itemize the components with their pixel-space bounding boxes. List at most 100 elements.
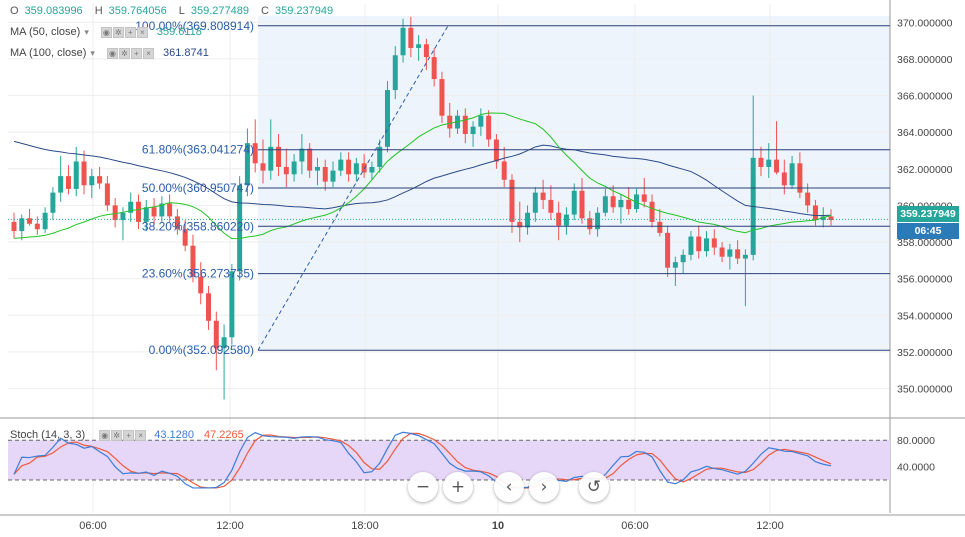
price-axis-tick: 370.000000 — [897, 17, 953, 29]
candle-body — [174, 216, 180, 230]
ohlc-low-key: L — [178, 5, 185, 17]
candle — [462, 108, 468, 144]
stoch-k-line — [13, 431, 832, 489]
candle-body — [602, 196, 608, 213]
candle-body — [361, 163, 367, 173]
candle — [789, 155, 795, 189]
candle-body — [696, 236, 702, 252]
scroll-left-button[interactable]: ‹ — [494, 472, 524, 502]
candle-body — [346, 159, 352, 175]
candle-body — [618, 199, 624, 208]
candle — [439, 71, 445, 124]
ohlc-open-value: 359.083996 — [24, 5, 83, 17]
ohlc-legend: O 359.083996 H 359.764056 L 359.277489 C 359… — [10, 5, 335, 17]
fib-level-label: 50.00%(360.950747) — [142, 181, 254, 195]
close-icon[interactable]: × — [136, 27, 148, 38]
candle — [307, 143, 313, 178]
candle-body — [781, 172, 787, 186]
reset-chart-button[interactable]: ↺ — [579, 472, 609, 502]
ohlc-low-value: 359.277489 — [190, 5, 250, 17]
candle-body — [493, 139, 499, 162]
candle-body — [665, 232, 671, 268]
candle-body — [742, 254, 748, 259]
scroll-right-button[interactable]: › — [529, 472, 559, 502]
eye-icon[interactable]: ◉ — [99, 430, 111, 441]
candle — [781, 159, 787, 195]
ohlc-close-key: C — [261, 5, 269, 17]
candle — [571, 183, 577, 221]
candle — [423, 38, 429, 70]
candle-body — [167, 203, 173, 217]
candle — [213, 311, 219, 371]
candle — [408, 16, 414, 58]
candle-body — [408, 27, 414, 48]
candle — [229, 264, 235, 345]
close-icon[interactable]: × — [135, 430, 147, 441]
candle-body — [727, 249, 733, 257]
candle — [19, 214, 25, 241]
candle — [392, 46, 398, 100]
candle-body — [766, 159, 772, 167]
fib-level-label: 38.20%(358.860220) — [142, 219, 254, 233]
stoch-axis-tick: 40.0000 — [897, 462, 935, 474]
candle-body — [338, 159, 344, 171]
candle-body — [283, 166, 289, 175]
candle-body — [439, 79, 445, 116]
fib-level-label: 100.00%(369.808914) — [135, 19, 254, 33]
candle — [384, 80, 390, 153]
countdown-tag: 06:45 — [897, 223, 959, 239]
candle-body — [672, 262, 678, 268]
stoch-legend[interactable]: Stoch (14, 3, 3) ◉ ✲ + × 43.1280 47.2265 — [10, 429, 244, 441]
gear-icon[interactable]: ✲ — [111, 430, 123, 441]
candle-body — [27, 218, 33, 224]
candle-body — [369, 166, 375, 173]
gear-icon[interactable]: ✲ — [112, 27, 124, 38]
candle — [314, 157, 320, 186]
candle-body — [135, 201, 141, 222]
candle — [797, 152, 803, 199]
candle-body — [416, 44, 422, 48]
candle — [167, 194, 173, 222]
candle-body — [213, 320, 219, 349]
candle-body — [470, 126, 476, 135]
price-axis-tick: 350.000000 — [897, 384, 953, 396]
eye-icon[interactable]: ◉ — [100, 27, 112, 38]
ma100-legend[interactable]: MA (100, close) ▾ ◉ ✲ + × 361.8741 — [10, 47, 209, 59]
candle-body — [688, 236, 694, 255]
candle-body — [595, 212, 601, 230]
fib-level-label: 0.00%(352.092580) — [149, 343, 254, 357]
gear-icon[interactable]: ✲ — [118, 48, 130, 59]
more-icon[interactable]: + — [130, 48, 142, 59]
candle — [696, 225, 702, 259]
candle-body — [525, 212, 531, 228]
candle-body — [540, 192, 546, 200]
candle — [742, 249, 748, 307]
time-axis-tick: 06:00 — [621, 520, 649, 532]
zoom-out-button[interactable]: − — [408, 472, 438, 502]
price-axis-tick: 352.000000 — [897, 347, 953, 359]
candle-body — [377, 146, 383, 167]
more-icon[interactable]: + — [123, 430, 135, 441]
candle — [774, 121, 780, 175]
chevron-down-icon[interactable]: ▾ — [84, 26, 89, 37]
candle-body — [820, 216, 826, 221]
candle-body — [151, 207, 157, 217]
eye-icon[interactable]: ◉ — [106, 48, 118, 59]
more-icon[interactable]: + — [124, 27, 136, 38]
candle — [338, 152, 344, 177]
candle — [283, 148, 289, 188]
candle-body — [704, 238, 710, 252]
candle — [711, 229, 717, 255]
ma50-legend[interactable]: MA (50, close) ▾ ◉ ✲ + × 359.6118 — [10, 26, 202, 38]
chevron-down-icon[interactable]: ▾ — [90, 47, 95, 58]
candle — [81, 150, 87, 195]
candle — [89, 168, 95, 199]
candle — [447, 102, 453, 138]
stoch-name: Stoch (14, 3, 3) — [10, 429, 86, 441]
close-icon[interactable]: × — [142, 48, 154, 59]
candle — [812, 199, 818, 226]
zoom-in-button[interactable]: + — [443, 472, 473, 502]
candle-body — [610, 196, 616, 208]
